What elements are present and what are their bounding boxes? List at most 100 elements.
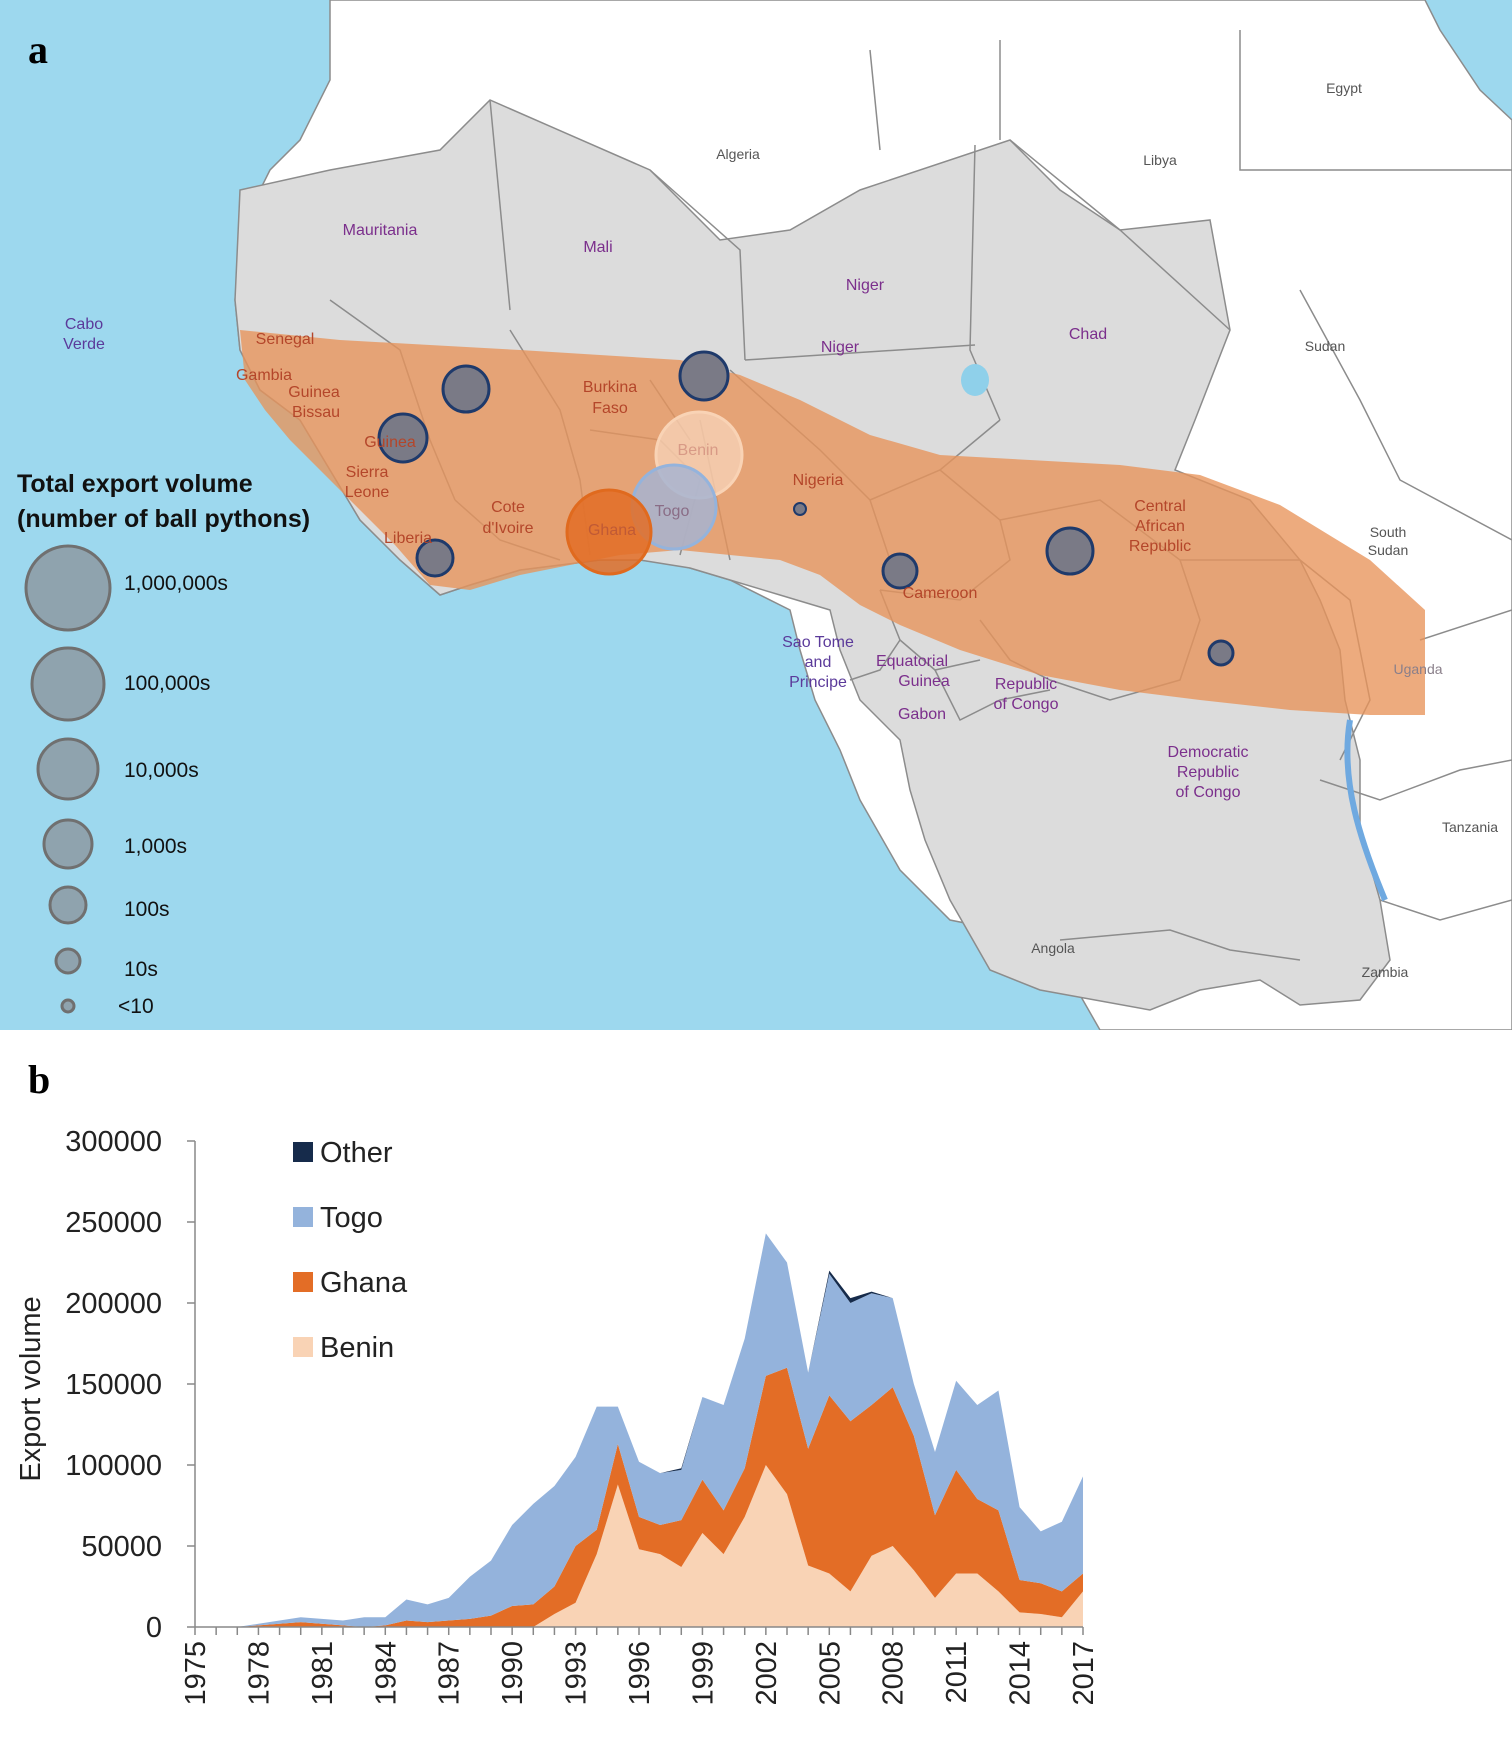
label-nigeria: Nigeria <box>793 472 844 489</box>
x-tick-label: 2008 <box>878 1641 910 1706</box>
label-libya: Libya <box>1143 152 1177 168</box>
label-south-sudan-1: South <box>1370 524 1407 540</box>
legend-marker-10000s <box>36 737 100 801</box>
label-drc-3: of Congo <box>1176 784 1241 801</box>
label-zambia: Zambia <box>1362 964 1409 980</box>
chart-panel: 0 50000 100000 150000 200000 250000 300000 197… <box>0 1030 1512 1743</box>
y-axis-ticks: 0 50000 100000 150000 200000 250000 300000 <box>65 1126 195 1644</box>
country-labels: Egypt Algeria Libya Mauritania Mali Nige… <box>63 80 1498 980</box>
lake-chad <box>961 364 989 396</box>
label-tanzania: Tanzania <box>1442 819 1498 835</box>
label-guinea-bissau-2: Bissau <box>292 404 340 421</box>
legend-swatch-ghana <box>293 1272 313 1292</box>
label-burkina-2: Faso <box>592 400 628 417</box>
y-tick-label: 100000 <box>65 1450 162 1482</box>
label-mali: Mali <box>583 239 612 256</box>
y-tick-label: 300000 <box>65 1126 162 1158</box>
label-roc-1: Republic <box>995 676 1057 693</box>
label-eq-guinea-2: Guinea <box>898 673 950 690</box>
lake-tanganyika <box>1344 719 1388 902</box>
legend-label-ghana: Ghana <box>320 1267 408 1299</box>
area-ghana <box>195 1367 1083 1627</box>
legend-title-line-1: Total export volume <box>17 470 253 498</box>
export-bubbles <box>377 350 1235 667</box>
legend-marker-1000000s <box>24 544 112 632</box>
x-tick-label: 1987 <box>434 1641 466 1706</box>
legend-label-togo: Togo <box>320 1202 383 1234</box>
legend-label-other: Other <box>320 1137 393 1169</box>
legend-label-benin: Benin <box>320 1332 394 1364</box>
label-sierra-2: Leone <box>345 484 390 501</box>
x-tick-label: 2005 <box>814 1641 846 1706</box>
legend-marker-10s <box>54 947 82 975</box>
bubble-mali <box>441 364 491 414</box>
label-benin: Benin <box>678 442 719 459</box>
legend-swatch-togo <box>293 1207 313 1227</box>
label-sierra-1: Sierra <box>346 464 389 481</box>
legend-swatch-benin <box>293 1337 313 1357</box>
bubble-ghana <box>565 488 653 576</box>
x-tick-label: 1975 <box>180 1641 212 1706</box>
label-eq-guinea-1: Equatorial <box>876 653 948 670</box>
x-tick-label: 1984 <box>370 1641 402 1706</box>
bubble-niger <box>678 350 730 402</box>
label-mauritania: Mauritania <box>343 222 418 239</box>
label-sudan: Sudan <box>1305 338 1345 354</box>
legend-label-100s: 100s <box>124 898 170 921</box>
x-tick-label: 2002 <box>751 1641 783 1706</box>
python-range <box>240 330 1425 715</box>
y-tick-label: 0 <box>146 1612 162 1644</box>
label-ghana: Ghana <box>588 522 636 539</box>
legend-label-1000s: 1,000s <box>124 835 187 858</box>
chart-legend: Other Togo Ghana Benin <box>293 1137 408 1364</box>
x-tick-label: 2017 <box>1068 1641 1100 1706</box>
export-volume-chart: 0 50000 100000 150000 200000 250000 300000 197… <box>15 1126 1100 1706</box>
legend-label-100000s: 100,000s <box>124 672 210 695</box>
label-angola: Angola <box>1031 940 1075 956</box>
label-niger-1: Niger <box>846 277 885 294</box>
panel-label-a: a <box>28 27 48 72</box>
x-tick-label: 1978 <box>243 1641 275 1706</box>
x-tick-label: 2014 <box>1005 1641 1037 1706</box>
label-senegal: Senegal <box>256 331 315 348</box>
label-stp-2: and <box>805 654 832 671</box>
label-cabo-2: Verde <box>63 336 105 353</box>
legend-marker-lt10 <box>60 998 76 1014</box>
label-guinea-bissau-1: Guinea <box>288 384 340 401</box>
label-togo: Togo <box>655 503 690 520</box>
bubble-nigeria <box>793 502 807 516</box>
legend-swatch-other <box>293 1142 313 1162</box>
bubble-car <box>1045 526 1095 576</box>
label-stp-1: Sao Tome <box>782 634 854 651</box>
label-guinea: Guinea <box>364 434 416 451</box>
label-gambia: Gambia <box>236 367 292 384</box>
label-drc-2: Republic <box>1177 764 1239 781</box>
bubble-drc <box>1207 639 1235 667</box>
legend-marker-100s <box>48 885 88 925</box>
size-legend: Total export volume (number of ball pyth… <box>17 470 310 1018</box>
legend-label-1000000s: 1,000,000s <box>124 572 228 595</box>
bubble-liberia <box>415 538 455 578</box>
y-tick-label: 50000 <box>81 1531 162 1563</box>
bubble-cameroon <box>881 552 919 590</box>
red-sea <box>1480 0 1512 60</box>
map-panel: Egypt Algeria Libya Mauritania Mali Nige… <box>0 0 1512 1031</box>
x-tick-label: 1993 <box>561 1641 593 1706</box>
x-tick-label: 2011 <box>941 1641 973 1703</box>
label-niger-2: Niger <box>821 339 860 356</box>
range-map: Egypt Algeria Libya Mauritania Mali Nige… <box>0 0 1512 1031</box>
label-gabon: Gabon <box>898 706 946 723</box>
label-burkina-1: Burkina <box>583 379 637 396</box>
area-series-group <box>195 1233 1083 1627</box>
label-cote-2: d'Ivoire <box>482 520 533 537</box>
label-south-sudan-2: Sudan <box>1368 542 1408 558</box>
x-tick-label: 1990 <box>497 1641 529 1706</box>
label-liberia: Liberia <box>384 530 432 547</box>
legend-label-10s: 10s <box>124 958 158 981</box>
y-tick-label: 150000 <box>65 1369 162 1401</box>
label-cote-1: Cote <box>491 499 525 516</box>
label-cameroon: Cameroon <box>903 585 978 602</box>
y-tick-label: 250000 <box>65 1207 162 1239</box>
label-egypt: Egypt <box>1326 80 1362 96</box>
label-stp-3: Principe <box>789 674 847 691</box>
